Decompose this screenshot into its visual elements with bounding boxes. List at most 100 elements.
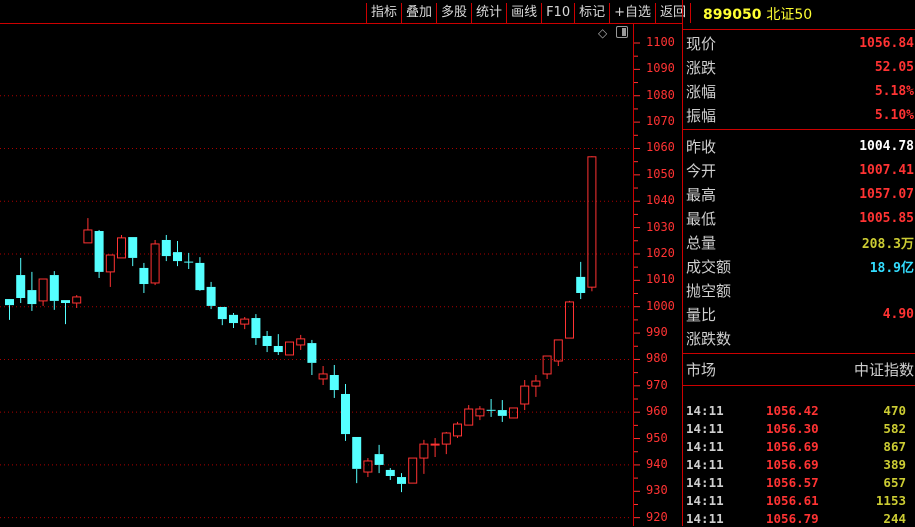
candle <box>464 405 474 426</box>
candle <box>150 239 160 286</box>
price-axis-line <box>633 24 634 526</box>
panel-toggle-icon[interactable] <box>616 26 628 38</box>
trade-time: 14:11 <box>686 492 724 508</box>
candle <box>397 473 406 493</box>
quote-value: 1056.84 <box>859 35 914 51</box>
price-tick-label: 960 <box>646 404 668 419</box>
quote-label: 涨幅 <box>686 82 717 101</box>
divider <box>683 353 915 354</box>
toolbar-divider <box>0 23 682 24</box>
candle <box>587 156 597 292</box>
candle <box>273 334 283 355</box>
candle <box>72 295 82 309</box>
candle-body <box>16 275 26 298</box>
quote-label: 成交额 <box>686 257 732 276</box>
candle-body <box>296 338 306 346</box>
candle-body <box>27 290 37 305</box>
toolbar-button[interactable]: +自选 <box>610 3 657 23</box>
trade-row: 14:11 1056.42 470 <box>683 401 915 419</box>
candle <box>285 341 294 356</box>
candlestick-chart[interactable] <box>0 24 634 526</box>
candle-body <box>229 314 238 324</box>
candle-body <box>94 231 104 272</box>
toolbar-button[interactable]: 标记 <box>575 3 611 23</box>
quote-label: 总量 <box>686 233 717 252</box>
toolbar-button[interactable]: 指标 <box>367 3 403 23</box>
candle-body <box>497 410 507 416</box>
price-tick-label: 1080 <box>646 87 675 102</box>
quote-value: 52.05 <box>874 59 914 75</box>
candle <box>262 330 272 353</box>
quote-header: 899050 北证50 <box>683 0 915 30</box>
candle-body <box>542 355 552 375</box>
candle <box>128 237 138 267</box>
candle <box>5 299 14 320</box>
candle-body <box>5 299 14 306</box>
price-tick-label: 1070 <box>646 114 675 129</box>
trade-row: 14:11 1056.69 389 <box>683 455 915 473</box>
candle <box>307 339 317 375</box>
price-tick-label: 970 <box>646 377 668 392</box>
trade-volume: 244 <box>883 510 906 526</box>
price-axis-ticks <box>634 42 640 519</box>
trade-row: 14:11 1056.30 582 <box>683 419 915 437</box>
candle-body <box>430 443 440 446</box>
quote-row: 成交额 18.9亿 <box>683 254 915 278</box>
candle <box>229 313 238 329</box>
candle-body <box>565 301 574 339</box>
quote-value: 1004.78 <box>859 138 914 154</box>
candle-body <box>184 261 194 263</box>
price-tick-label: 920 <box>646 509 668 524</box>
diamond-icon[interactable]: ◇ <box>598 26 608 40</box>
trade-volume: 389 <box>883 456 906 472</box>
candle <box>16 257 26 304</box>
candle <box>430 438 440 458</box>
toolbar-button[interactable]: 统计 <box>472 3 508 23</box>
divider <box>683 385 915 386</box>
trade-time: 14:11 <box>686 402 724 418</box>
trade-price: 1056.79 <box>766 510 819 526</box>
toolbar-button[interactable]: 多股 <box>437 3 473 23</box>
candle-body <box>83 229 93 244</box>
toolbar-button[interactable]: F10 <box>542 3 576 23</box>
price-tick-label: 1030 <box>646 219 675 234</box>
candle <box>475 406 485 421</box>
candle <box>531 374 541 397</box>
trade-volume: 657 <box>883 474 906 490</box>
candle-body <box>374 454 384 465</box>
candle-body <box>385 469 395 476</box>
candle-body <box>352 436 362 469</box>
trade-time: 14:11 <box>686 438 724 454</box>
price-tick-label: 980 <box>646 351 668 366</box>
candle <box>161 234 171 262</box>
candle-body <box>217 306 227 320</box>
candle <box>553 339 563 367</box>
toolbar-button[interactable]: 返回 <box>656 3 692 23</box>
toolbar-button[interactable]: 叠加 <box>402 3 438 23</box>
quote-value: 5.18% <box>874 83 914 99</box>
candle-body <box>251 318 261 339</box>
quote-value: 4.90 <box>882 306 914 322</box>
candle <box>419 439 429 474</box>
candle <box>341 383 350 441</box>
candle <box>408 457 418 484</box>
quote-value: 5.10% <box>874 107 914 123</box>
quote-label: 量比 <box>686 305 717 324</box>
candle <box>565 300 574 339</box>
quote-label: 涨跌 <box>686 58 717 77</box>
trade-time: 14:11 <box>686 510 724 526</box>
candle-body <box>49 275 59 301</box>
candle <box>27 271 37 311</box>
candle <box>352 436 362 484</box>
toolbar-button[interactable]: 画线 <box>507 3 543 23</box>
candle <box>374 444 384 474</box>
candle <box>105 254 115 287</box>
quote-row: 抛空额 <box>683 278 915 302</box>
candle-body <box>195 262 205 291</box>
trade-volume: 582 <box>883 420 906 436</box>
trade-time: 14:11 <box>686 456 724 472</box>
candle-body <box>128 237 138 258</box>
trade-price: 1056.69 <box>766 438 819 454</box>
trade-price: 1056.57 <box>766 474 819 490</box>
candle-body <box>262 335 272 346</box>
